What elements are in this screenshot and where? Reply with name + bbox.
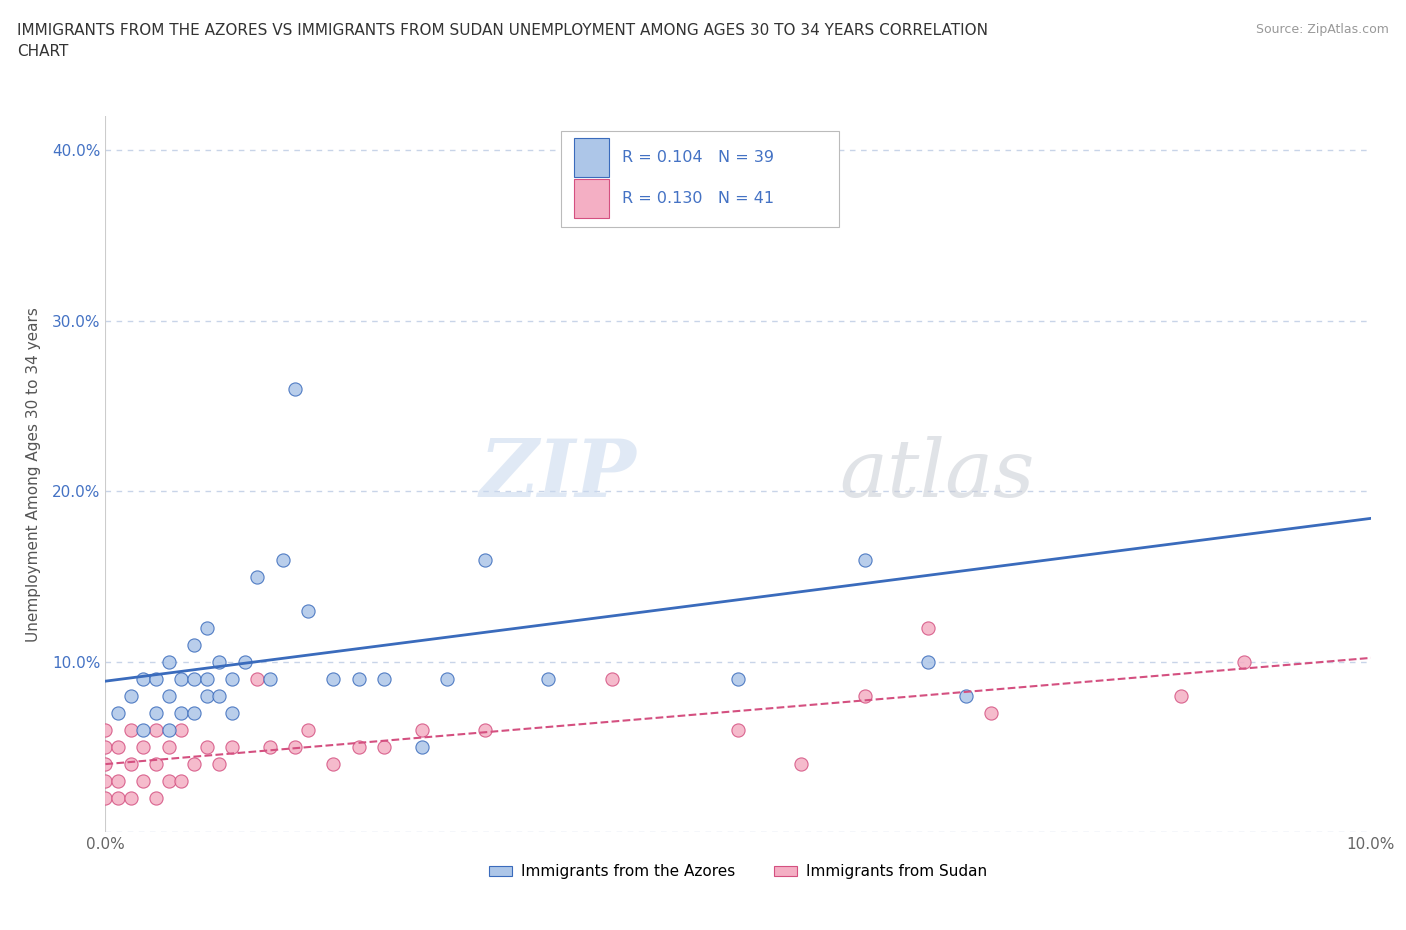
- Point: [145, 790, 167, 805]
- Text: ZIP: ZIP: [479, 435, 637, 513]
- Point: [94, 739, 117, 754]
- Point: [195, 739, 218, 754]
- Point: [537, 671, 560, 686]
- Point: [157, 723, 180, 737]
- Point: [853, 688, 876, 703]
- Point: [195, 688, 218, 703]
- Bar: [574, 138, 609, 178]
- Point: [221, 739, 243, 754]
- Point: [411, 739, 433, 754]
- Point: [347, 739, 370, 754]
- Text: R = 0.130   N = 41: R = 0.130 N = 41: [621, 191, 773, 206]
- Point: [145, 706, 167, 721]
- Legend: Immigrants from the Azores, Immigrants from Sudan: Immigrants from the Azores, Immigrants f…: [484, 858, 993, 885]
- Point: [246, 671, 269, 686]
- Point: [322, 757, 344, 772]
- Point: [145, 723, 167, 737]
- Point: [1233, 655, 1256, 670]
- Point: [853, 552, 876, 567]
- Point: [94, 790, 117, 805]
- Point: [145, 757, 167, 772]
- Point: [246, 569, 269, 584]
- Point: [600, 671, 623, 686]
- Point: [297, 723, 319, 737]
- Point: [183, 637, 205, 652]
- Point: [271, 552, 294, 567]
- Point: [259, 739, 281, 754]
- Point: [170, 671, 193, 686]
- Point: [183, 757, 205, 772]
- Point: [94, 723, 117, 737]
- Point: [221, 671, 243, 686]
- Point: [132, 739, 155, 754]
- Point: [208, 655, 231, 670]
- Point: [259, 671, 281, 686]
- Point: [322, 671, 344, 686]
- Point: [120, 723, 142, 737]
- Point: [170, 774, 193, 789]
- Point: [183, 671, 205, 686]
- Point: [157, 688, 180, 703]
- Point: [208, 688, 231, 703]
- Point: [120, 790, 142, 805]
- Point: [980, 706, 1002, 721]
- Point: [1170, 688, 1192, 703]
- Point: [790, 757, 813, 772]
- Point: [297, 604, 319, 618]
- Point: [132, 774, 155, 789]
- Point: [436, 671, 458, 686]
- Point: [94, 774, 117, 789]
- Point: [132, 723, 155, 737]
- Point: [120, 688, 142, 703]
- Point: [411, 723, 433, 737]
- Point: [917, 620, 939, 635]
- Point: [195, 620, 218, 635]
- Point: [107, 774, 129, 789]
- Point: [208, 757, 231, 772]
- Text: atlas: atlas: [839, 435, 1035, 513]
- Point: [917, 655, 939, 670]
- Point: [373, 671, 395, 686]
- Point: [651, 211, 673, 226]
- Point: [145, 671, 167, 686]
- FancyBboxPatch shape: [561, 130, 839, 227]
- Bar: [574, 179, 609, 219]
- Point: [955, 688, 977, 703]
- Text: Source: ZipAtlas.com: Source: ZipAtlas.com: [1256, 23, 1389, 36]
- Point: [170, 706, 193, 721]
- Point: [157, 739, 180, 754]
- Point: [284, 381, 307, 396]
- Point: [347, 671, 370, 686]
- Point: [132, 671, 155, 686]
- Point: [157, 774, 180, 789]
- Point: [170, 723, 193, 737]
- Point: [195, 671, 218, 686]
- Point: [120, 757, 142, 772]
- Text: R = 0.104   N = 39: R = 0.104 N = 39: [621, 151, 773, 166]
- Point: [474, 552, 496, 567]
- Point: [221, 706, 243, 721]
- Point: [284, 739, 307, 754]
- Point: [373, 739, 395, 754]
- Point: [94, 757, 117, 772]
- Point: [727, 671, 749, 686]
- Point: [157, 655, 180, 670]
- Point: [727, 723, 749, 737]
- Point: [474, 723, 496, 737]
- Point: [107, 739, 129, 754]
- Y-axis label: Unemployment Among Ages 30 to 34 years: Unemployment Among Ages 30 to 34 years: [25, 307, 41, 642]
- Text: IMMIGRANTS FROM THE AZORES VS IMMIGRANTS FROM SUDAN UNEMPLOYMENT AMONG AGES 30 T: IMMIGRANTS FROM THE AZORES VS IMMIGRANTS…: [17, 23, 988, 60]
- Point: [233, 655, 256, 670]
- Point: [107, 790, 129, 805]
- Point: [107, 706, 129, 721]
- Point: [183, 706, 205, 721]
